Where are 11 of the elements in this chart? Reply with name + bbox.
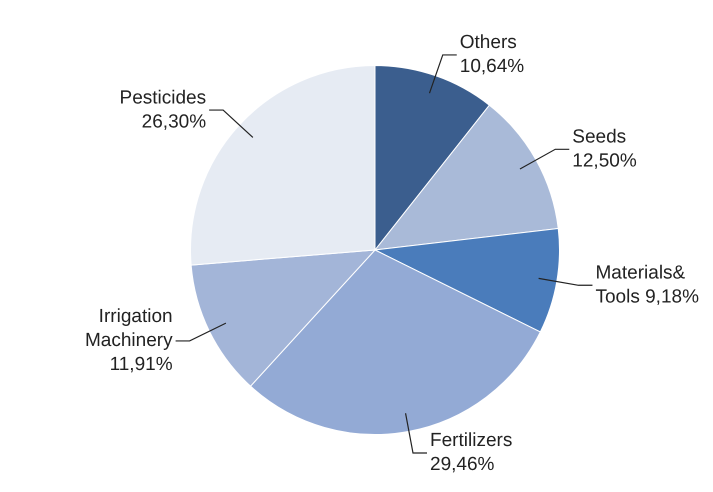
slice-label: Others (460, 32, 517, 54)
slice-label: Seeds (572, 126, 626, 148)
slice-label: Irrigation Machinery (84, 306, 174, 352)
data-label: 11,91% (110, 354, 173, 376)
data-label: 12,50% (572, 150, 637, 172)
data-label: 26,30% (142, 111, 206, 132)
slice-label: Fertilizers (430, 430, 512, 452)
slice-label: Pesticides (120, 87, 206, 108)
data-label: 10,64% (460, 56, 524, 78)
data-label: 29,46% (430, 454, 495, 476)
slice-label: Materials& Tools 9,18% (595, 262, 700, 308)
